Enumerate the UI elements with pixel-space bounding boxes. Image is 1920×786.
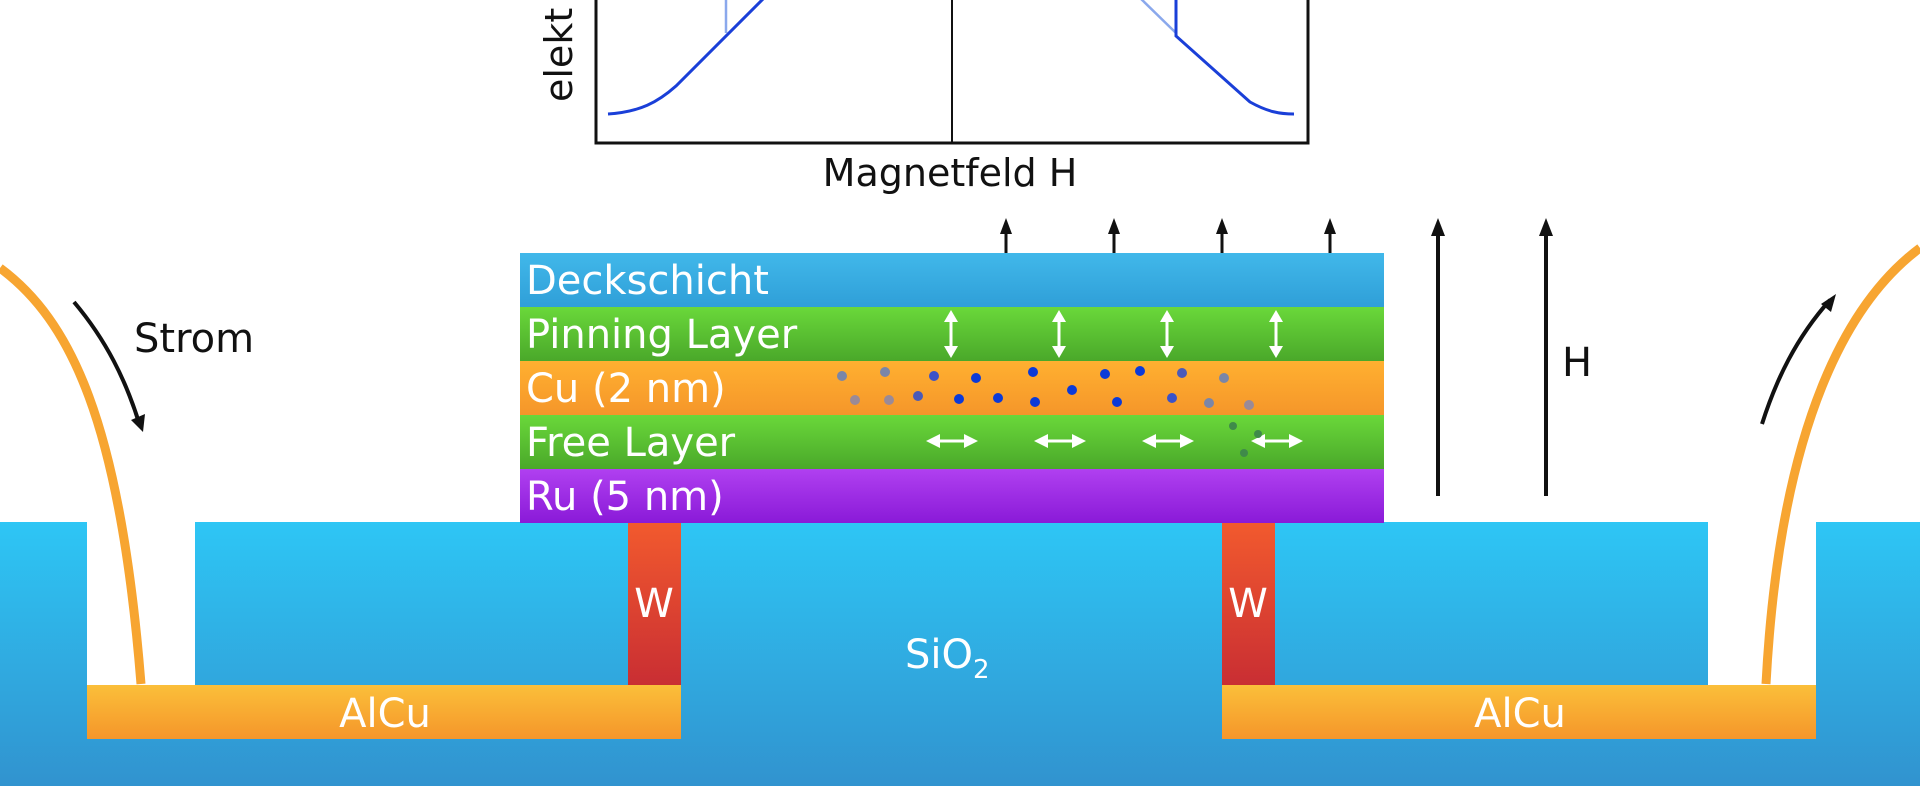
- arrow-up-long-icon: [1431, 218, 1445, 496]
- layer-label-ru: Ru (5 nm): [526, 474, 724, 520]
- double-arrow-horizontal-icon: [1034, 434, 1086, 448]
- field-arrows: H: [1000, 218, 1592, 496]
- alcu-label-left: AlCu: [339, 691, 431, 737]
- current-label: Strom: [134, 316, 254, 362]
- current-arrow-right-icon: [1760, 298, 1832, 425]
- substrate: SiO2: [0, 522, 1920, 786]
- layer-label-pinning: Pinning Layer: [526, 312, 798, 358]
- tungsten-label-right: W: [1228, 581, 1268, 627]
- electron-dot: [971, 373, 981, 383]
- alcu-contact-left: AlCu: [87, 685, 681, 739]
- graph-curve-light-left: [724, 0, 728, 33]
- double-arrow-vertical-icon: [1269, 310, 1283, 358]
- electron-dot: [1244, 400, 1254, 410]
- electron-dot: [1028, 367, 1038, 377]
- field-label: H: [1562, 340, 1592, 386]
- electron-dot: [850, 395, 860, 405]
- double-arrow-horizontal-icon: [1251, 434, 1303, 448]
- double-arrow-vertical-icon: [1160, 310, 1174, 358]
- wires: [0, 244, 1920, 685]
- layer-label-free: Free Layer: [526, 420, 736, 466]
- electrons: [837, 366, 1262, 457]
- layer-deckschicht: [520, 253, 1384, 307]
- graph-x-axis-label: Magnetfeld H: [823, 151, 1078, 195]
- electron-dot: [884, 395, 894, 405]
- layer-label-deckschicht: Deckschicht: [526, 258, 769, 304]
- graph-y-axis-label: elekt: [537, 8, 581, 102]
- alcu-label-right: AlCu: [1474, 691, 1566, 737]
- graph-curve-left: [607, 0, 765, 116]
- arrow-up-icon: [1216, 218, 1228, 253]
- graph-curve-light-right: [1140, 0, 1177, 34]
- electron-dot: [913, 391, 923, 401]
- tungsten-via-right: W: [1222, 522, 1275, 685]
- electron-dot: [1067, 385, 1077, 395]
- electron-dot: [1219, 373, 1229, 383]
- free-magnetization-arrows: [926, 434, 1303, 448]
- layer-cu: [520, 361, 1384, 415]
- electron-dot: [837, 371, 847, 381]
- electron-dot: [1204, 398, 1214, 408]
- electron-dot: [1177, 368, 1187, 378]
- electron-dot: [993, 393, 1003, 403]
- arrow-up-long-icon: [1539, 218, 1553, 496]
- electron-dot: [954, 394, 964, 404]
- arrow-up-icon: [1324, 218, 1336, 253]
- trench-right: [1708, 522, 1816, 686]
- electron-dot: [1135, 366, 1145, 376]
- electron-dot: [1240, 449, 1248, 457]
- electron-dot: [1167, 393, 1177, 403]
- electron-dot: [1229, 422, 1237, 430]
- electron-dot: [1030, 397, 1040, 407]
- electron-dot: [1254, 430, 1262, 438]
- current-arrow-left-icon: [72, 300, 142, 427]
- arrow-up-icon: [1108, 218, 1120, 253]
- wire-left: [0, 264, 146, 685]
- tungsten-via-left: W: [628, 522, 681, 685]
- double-arrow-vertical-icon: [1052, 310, 1066, 358]
- wire-right: [1761, 244, 1920, 685]
- sio2-label: SiO2: [905, 632, 990, 685]
- layer-stack: Deckschicht Pinning Layer Cu (2 nm) Free…: [520, 253, 1384, 523]
- double-arrow-horizontal-icon: [1142, 434, 1194, 448]
- electron-dot: [1112, 397, 1122, 407]
- electron-dot: [929, 371, 939, 381]
- alcu-contact-right: AlCu: [1222, 685, 1816, 739]
- double-arrow-horizontal-icon: [926, 434, 978, 448]
- layer-ru: [520, 469, 1384, 523]
- current-indicator: Strom: [72, 294, 1836, 432]
- tungsten-label-left: W: [634, 581, 674, 627]
- electron-dot: [1100, 369, 1110, 379]
- pinning-magnetization-arrows: [944, 310, 1283, 358]
- graph: elekt Magnetfeld H: [537, 0, 1310, 195]
- electron-dot: [880, 367, 890, 377]
- graph-curve-right: [1174, 0, 1295, 116]
- layer-label-cu: Cu (2 nm): [526, 366, 726, 412]
- sio2-block: [0, 522, 1920, 786]
- double-arrow-vertical-icon: [944, 310, 958, 358]
- arrow-up-icon: [1000, 218, 1012, 253]
